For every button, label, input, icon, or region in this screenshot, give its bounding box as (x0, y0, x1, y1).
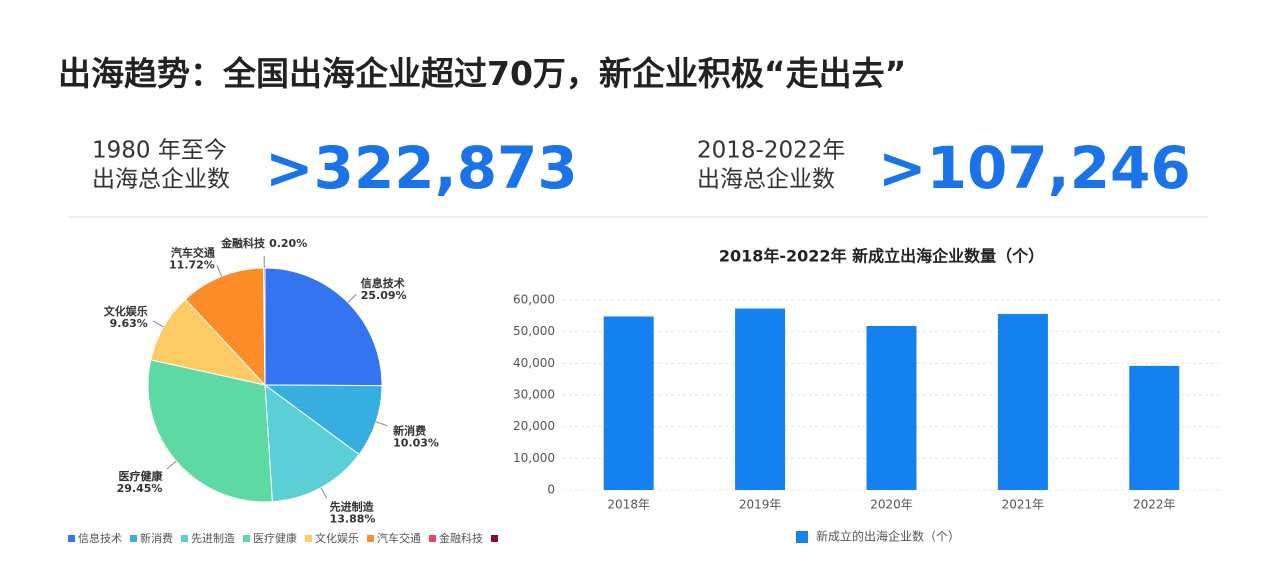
legend-label: 汽车交通 (377, 531, 421, 545)
bar (735, 308, 786, 490)
legend-label: 金融科技 (439, 531, 483, 545)
chart-title: 2018年-2022年 新成立出海企业数量（个） (719, 247, 1044, 266)
leader-line (347, 293, 357, 303)
pie-label-value: 25.09% (361, 289, 407, 302)
stat-label: 出海总企业数 (92, 167, 230, 193)
pie-label-name: 信息技术 (361, 276, 405, 290)
pie-label-value: 29.45% (117, 482, 163, 495)
legend-label: 文化娱乐 (315, 531, 359, 545)
pie-label-name: 新消费 (393, 424, 426, 438)
stat-value: >322,873 (265, 134, 578, 202)
leader-line (216, 265, 222, 277)
bar (1129, 365, 1180, 490)
legend-swatch (243, 535, 250, 542)
stat-value: >107,246 (878, 134, 1191, 202)
bar (997, 313, 1048, 490)
slide-title: 出海趋势：全国出海企业超过70万，新企业积极“走出去” (58, 54, 906, 93)
x-tick-label: 2021年 (1002, 498, 1045, 512)
pie-label-value: 11.72% (169, 259, 215, 272)
y-tick-label: 10,000 (513, 451, 555, 465)
pie-label-value: 10.03% (393, 437, 439, 450)
pie-label-name: 文化娱乐 (104, 304, 148, 318)
bar (866, 325, 917, 490)
legend-swatch (367, 535, 374, 542)
y-tick-label: 30,000 (513, 388, 555, 402)
legend-swatch (796, 531, 808, 543)
bar (603, 316, 654, 490)
x-tick-label: 2022年 (1133, 498, 1176, 512)
x-tick-label: 2019年 (739, 498, 782, 512)
legend-label: 新消费 (140, 531, 173, 545)
pie-label-name: 金融科技 (220, 236, 266, 250)
y-tick-label: 60,000 (513, 293, 555, 307)
pie-label-value: 9.63% (110, 317, 148, 330)
legend-label: 信息技术 (78, 531, 122, 545)
x-tick-label: 2020年 (870, 498, 913, 512)
pie-slice (147, 359, 273, 503)
legend-swatch (429, 535, 436, 542)
legend-swatch (68, 535, 75, 542)
leader-line (152, 320, 164, 328)
stat-label: 出海总企业数 (697, 167, 835, 193)
leader-line (375, 421, 388, 427)
leader-line (320, 487, 328, 499)
legend-swatch (181, 535, 188, 542)
pie-label-name: 汽车交通 (171, 246, 215, 260)
pie-label-name: 先进制造 (330, 500, 375, 514)
legend-label: 医疗健康 (253, 531, 297, 545)
legend-label: 新成立的出海企业数（个） (816, 529, 960, 544)
leader-line (166, 460, 177, 470)
x-tick-label: 2018年 (607, 498, 650, 512)
y-tick-label: 40,000 (513, 356, 555, 370)
pie-label: 金融科技 0.20% (220, 236, 307, 250)
pie-label-value: 0.20% (269, 237, 307, 250)
pie-label-value: 13.88% (330, 513, 376, 526)
y-tick-label: 0 (547, 483, 555, 497)
pie-slice (264, 267, 383, 387)
pie-slice (263, 384, 383, 456)
stat-label: 1980 年至今 (92, 138, 227, 164)
legend-label: 先进制造 (191, 531, 235, 545)
legend-swatch (491, 535, 498, 542)
y-tick-label: 20,000 (513, 419, 555, 433)
stat-label: 2018-2022年 (697, 138, 845, 164)
y-tick-label: 50,000 (513, 324, 555, 338)
legend-swatch (130, 535, 137, 542)
legend-swatch (305, 535, 312, 542)
pie-label-name: 医疗健康 (118, 469, 163, 483)
